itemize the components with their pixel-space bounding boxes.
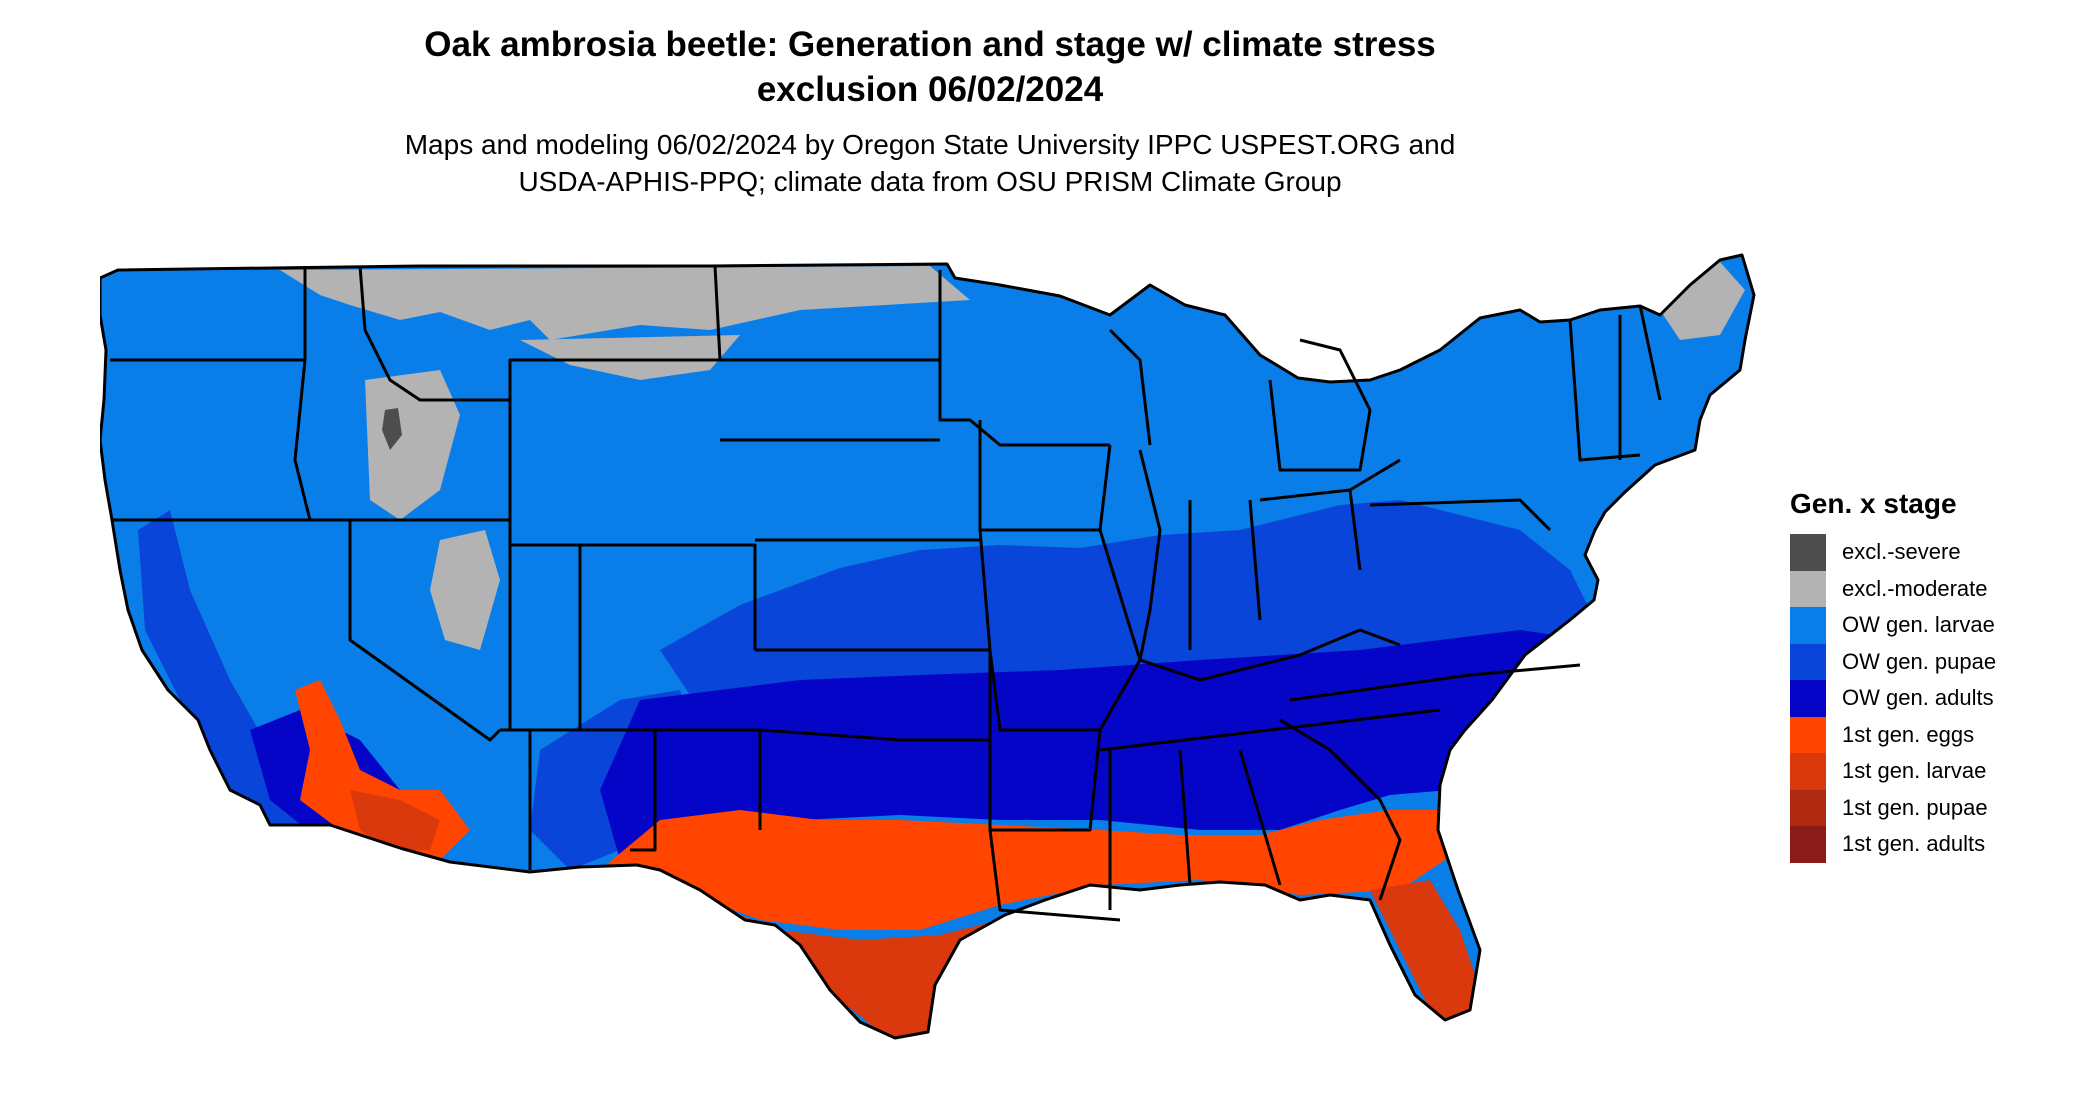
map-title: Oak ambrosia beetle: Generation and stag… (0, 22, 1860, 112)
legend-swatch (1790, 826, 1826, 863)
us-map (100, 253, 1756, 1040)
border-ut-co (508, 520, 582, 730)
legend-label: excl.-moderate (1842, 575, 1988, 601)
zone-excl-severe-idaho (382, 408, 402, 450)
state-borders (100, 253, 1756, 1040)
legend-swatch (1790, 607, 1826, 644)
zone-1st-larvae-florida (1370, 880, 1480, 1030)
legend-label: 1st gen. eggs (1842, 721, 1975, 747)
border-nv (348, 520, 502, 742)
legend-label: 1st gen. pupae (1842, 794, 1988, 820)
legend-item-1st-pupae: 1st gen. pupae (1790, 789, 1996, 826)
legend-swatch (1790, 680, 1826, 717)
legend-item-excl-moderate: excl.-moderate (1790, 570, 1996, 607)
border-ny-pa (1369, 498, 1552, 532)
border-id-or (293, 359, 312, 521)
border-ms-al (1108, 749, 1282, 910)
border-ia (978, 420, 1112, 532)
legend-item-ow-larvae: OW gen. larvae (1790, 607, 1996, 644)
border-wi (1108, 328, 1152, 446)
legend-swatch (1790, 789, 1826, 826)
legend-item-1st-larvae: 1st gen. larvae (1790, 753, 1996, 790)
legend-swatch (1790, 570, 1826, 607)
subtitle-line-2: USDA-APHIS-PPQ; climate data from OSU PR… (518, 166, 1342, 197)
legend-label: OW gen. adults (1842, 685, 1994, 711)
legend-swatch (1790, 753, 1826, 790)
border-ar (988, 650, 1102, 832)
legend-item-ow-pupae: OW gen. pupae (1790, 643, 1997, 680)
border-tn (1099, 708, 1441, 752)
legend-item-1st-adults: 1st gen. adults (1790, 826, 1996, 863)
legend-item-ow-adults: OW gen. adults (1790, 680, 1996, 717)
title-line-1: Oak ambrosia beetle: Generation and stag… (424, 25, 1436, 64)
border-ky (1139, 628, 1401, 682)
legend-swatch (1790, 716, 1826, 753)
zone-ow-adults-south (600, 630, 1590, 860)
border-mt-nd (713, 265, 722, 361)
border-mi (1268, 338, 1372, 472)
subtitle-line-1: Maps and modeling 06/02/2024 by Oregon S… (404, 129, 1456, 160)
legend-swatch (1790, 534, 1826, 571)
legend-swatch (1790, 643, 1826, 680)
zone-excl-moderate-dakota (520, 335, 740, 380)
zone-excl-moderate-north (280, 266, 970, 340)
border-id-mt (358, 265, 510, 402)
legend: Gen. x stage excl.-severe excl.-moderate… (1790, 488, 1996, 863)
legend-label: 1st gen. larvae (1842, 758, 1987, 784)
zone-excl-moderate-maine (1660, 262, 1745, 340)
zone-ow-pupae-west (138, 510, 340, 830)
border-oh-pa (1259, 458, 1401, 571)
legend-label: OW gen. larvae (1842, 612, 1995, 638)
border-wy-co (580, 543, 757, 650)
legend-items: excl.-severe excl.-moderate OW gen. larv… (1790, 534, 1996, 863)
title-line-2: exclusion 06/02/2024 (756, 70, 1104, 109)
border-la (988, 829, 1121, 922)
border-nm-tx (630, 730, 657, 852)
border-sc-ga (1279, 718, 1402, 901)
legend-item-1st-eggs: 1st gen. eggs (1790, 716, 1996, 753)
legend-item-excl-severe: excl.-severe (1790, 534, 1996, 571)
legend-label: excl.-severe (1842, 539, 1961, 565)
legend-label: 1st gen. adults (1842, 831, 1986, 857)
border-mo (978, 529, 1142, 732)
border-mt-wy (508, 358, 720, 400)
legend-label: OW gen. pupae (1842, 648, 1997, 674)
border-new-england (1568, 304, 1662, 462)
border-mn (938, 270, 1110, 447)
border-ok-tx (759, 728, 990, 742)
border-va-nc (1289, 663, 1581, 702)
zone-excl-moderate-colorado (430, 530, 500, 650)
border-il-in (1138, 449, 1262, 661)
zone-excl-moderate-idaho-montana (365, 370, 460, 520)
zone-1st-eggs-gulf (600, 810, 1450, 930)
zone-1st-larvae-arizona (350, 790, 440, 850)
legend-title: Gen. x stage (1790, 488, 1957, 519)
map-subtitle: Maps and modeling 06/02/2024 by Oregon S… (0, 126, 1860, 200)
